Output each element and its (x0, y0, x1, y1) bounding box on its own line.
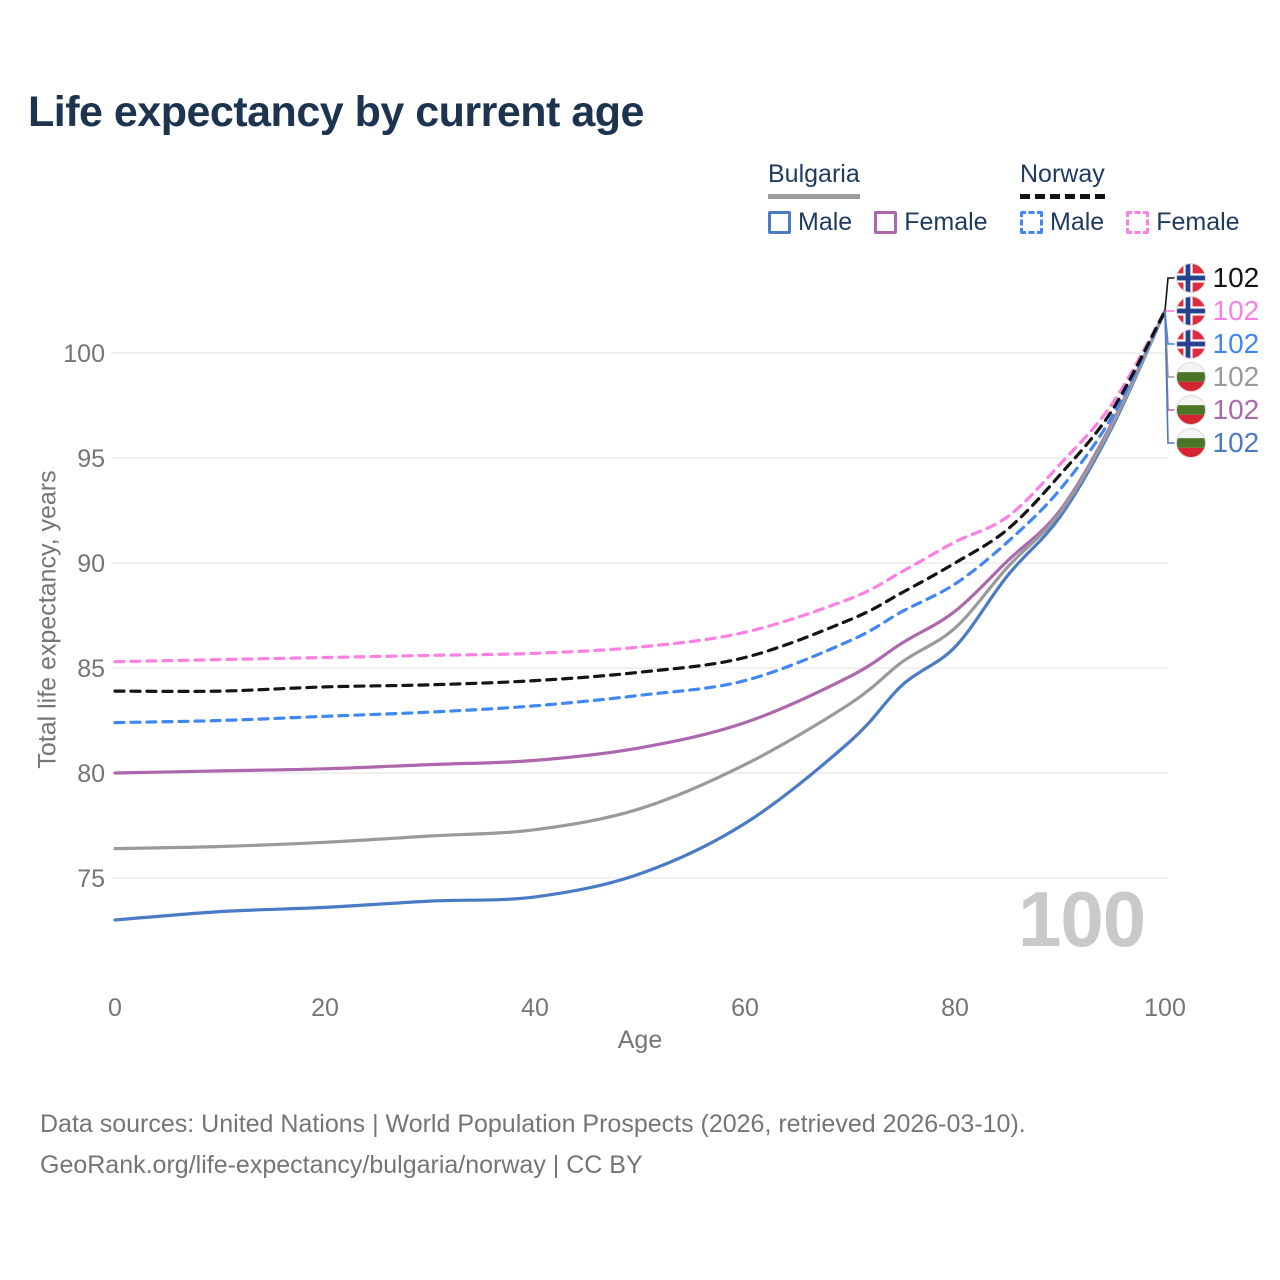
end-value-label: 102 (1213, 295, 1260, 326)
bulgaria-flag-icon (1176, 428, 1206, 458)
footer: Data sources: United Nations | World Pop… (40, 1104, 1026, 1186)
x-tick-label-80: 80 (941, 994, 969, 1022)
end-label-norway: 102 (1176, 262, 1260, 293)
end-value-label: 102 (1213, 328, 1260, 359)
bulgaria-male-line-swatch-icon (768, 211, 791, 234)
legend-item-label: Female (904, 208, 988, 236)
y-tick-label-85: 85 (77, 655, 105, 683)
y-tick-label-80: 80 (77, 760, 105, 788)
end-value-label: 102 (1213, 427, 1260, 458)
watermark-age-100: 100 (1018, 875, 1146, 963)
legend-group-bulgaria: Bulgaria Male Female (768, 160, 988, 237)
legend-item-label: Female (1156, 208, 1240, 236)
end-label-bulgaria-female: 102 (1176, 394, 1260, 425)
y-tick-label-100: 100 (63, 340, 105, 368)
footer-data-sources: Data sources: United Nations | World Pop… (40, 1110, 1026, 1138)
norway-female-line-swatch-icon (1126, 211, 1150, 234)
x-tick-label-40: 40 (521, 994, 549, 1022)
end-value-label: 102 (1213, 361, 1260, 392)
y-tick-label-95: 95 (77, 445, 105, 473)
bulgaria-flag-icon (1176, 362, 1206, 392)
norway-flag-icon (1176, 296, 1206, 326)
norway-flag-icon (1176, 329, 1206, 359)
x-tick-label-20: 20 (311, 994, 339, 1022)
legend-item-norway-male[interactable]: Male (1020, 208, 1104, 237)
series-line-norway (113, 309, 1167, 694)
legend-country-bulgaria[interactable]: Bulgaria (768, 160, 860, 199)
end-label-norway-male: 102 (1176, 328, 1260, 359)
norway-male-line-swatch-icon (1020, 211, 1043, 234)
end-value-label: 102 (1213, 262, 1260, 293)
series-line-norway-male (113, 309, 1167, 725)
series-line-bulgaria-male (113, 309, 1167, 922)
legend-item-norway-female[interactable]: Female (1126, 208, 1240, 237)
end-label-bulgaria-male: 102 (1176, 427, 1260, 458)
bulgaria-flag-icon (1176, 395, 1206, 425)
y-tick-label-75: 75 (77, 865, 105, 893)
norway-flag-icon (1176, 263, 1206, 293)
x-axis-title: Age (617, 1026, 663, 1054)
y-tick-label-90: 90 (77, 550, 105, 578)
end-label-bulgaria: 102 (1176, 361, 1260, 392)
x-tick-label-0: 0 (108, 994, 122, 1022)
legend-group-norway: Norway Male Female (1020, 160, 1240, 237)
series-line-bulgaria (113, 309, 1167, 851)
x-tick-label-60: 60 (731, 994, 759, 1022)
chart-title: Life expectancy by current age (28, 88, 644, 136)
series-line-norway-female (113, 309, 1167, 664)
legend-country-norway[interactable]: Norway (1020, 160, 1105, 199)
legend-item-label: Male (798, 208, 853, 236)
end-label-norway-female: 102 (1176, 295, 1260, 326)
legend-item-bulgaria-female[interactable]: Female (874, 208, 988, 237)
bulgaria-female-line-swatch-icon (874, 211, 898, 234)
y-axis-title: Total life expectancy, years (33, 470, 62, 769)
end-value-label: 102 (1213, 394, 1260, 425)
x-tick-label-100: 100 (1144, 994, 1186, 1022)
end-label-connector (1164, 277, 1175, 312)
legend-item-bulgaria-male[interactable]: Male (768, 208, 852, 237)
end-label-connector (1164, 310, 1175, 444)
footer-url-attribution: GeoRank.org/life-expectancy/bulgaria/nor… (40, 1151, 643, 1179)
legend-item-label: Male (1050, 208, 1105, 236)
